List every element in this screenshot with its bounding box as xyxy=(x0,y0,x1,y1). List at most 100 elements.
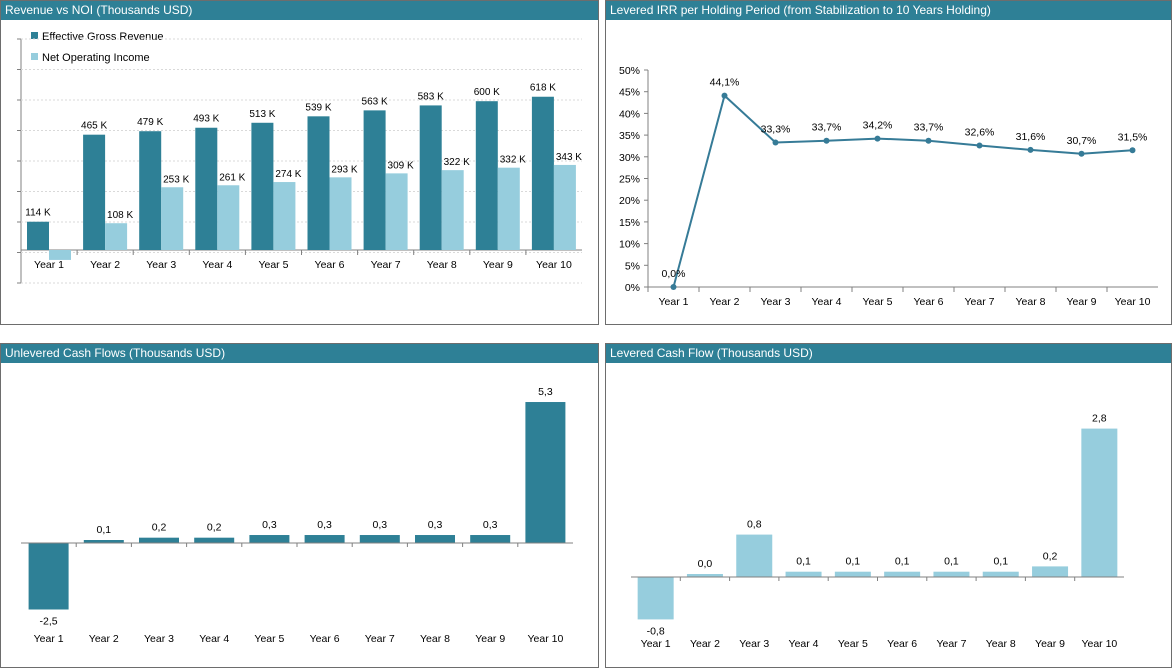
egr-bar xyxy=(251,122,274,250)
noi-data-label: 343 K xyxy=(556,152,582,163)
cash-flow-bar xyxy=(1032,566,1069,577)
irr-data-point xyxy=(1027,146,1034,153)
irr-data-label: 34,2% xyxy=(863,120,893,132)
egr-data-label: 618 K xyxy=(530,83,556,94)
cash-flow-data-label: 0,0 xyxy=(698,558,713,570)
levered-irr-panel: Levered IRR per Holding Period (from Sta… xyxy=(605,0,1172,325)
unlevered-cf-title: Unlevered Cash Flows (Thousands USD) xyxy=(1,344,598,363)
levered-cf-panel: Levered Cash Flow (Thousands USD) -0,8 Ye… xyxy=(605,343,1172,668)
y-tick-label: 0% xyxy=(625,282,640,294)
egr-bar xyxy=(475,101,498,250)
unlevered-cf-chart: -2,5 Year 1 0,1 Year 2 0,2 Year 3 0,2 Year 4 0,3… xyxy=(21,386,573,645)
cash-flow-data-label: 0,1 xyxy=(993,556,1008,568)
x-tick-label: Year 2 xyxy=(710,296,740,308)
cash-flow-bar xyxy=(83,540,124,543)
egr-data-label: 114 K xyxy=(25,208,51,219)
irr-data-label: 0,0% xyxy=(662,268,686,280)
cash-flow-data-label: 0,1 xyxy=(96,524,111,536)
cash-flow-data-label: 0,2 xyxy=(207,522,222,534)
x-tick-label: Year 3 xyxy=(739,638,769,650)
x-tick-label: Year 5 xyxy=(258,259,288,271)
egr-bar xyxy=(195,127,218,250)
cash-flow-bar xyxy=(359,535,400,543)
egr-bar xyxy=(27,221,49,250)
egr-data-label: 583 K xyxy=(418,91,444,102)
egr-bar xyxy=(307,116,330,250)
unlevered-cf-panel: Unlevered Cash Flows (Thousands USD) -2,… xyxy=(0,343,599,668)
noi-bar xyxy=(49,250,71,260)
egr-bar xyxy=(531,96,554,251)
cash-flow-bar xyxy=(686,574,723,577)
x-tick-label: Year 5 xyxy=(863,296,893,308)
noi-data-label: 322 K xyxy=(444,157,470,168)
irr-series-line xyxy=(672,93,1133,288)
cash-flow-bar xyxy=(982,571,1019,577)
cash-flow-bar xyxy=(834,571,871,577)
egr-data-label: 513 K xyxy=(249,109,275,120)
irr-data-label: 31,5% xyxy=(1118,131,1148,143)
cash-flow-data-label: -2,5 xyxy=(40,616,58,628)
levered-cf-title: Levered Cash Flow (Thousands USD) xyxy=(606,344,1171,363)
y-tick-label: 30% xyxy=(619,152,640,164)
x-tick-label: Year 6 xyxy=(310,633,340,645)
x-tick-label: Year 1 xyxy=(659,296,689,308)
x-tick-label: Year 9 xyxy=(1067,296,1097,308)
x-tick-label: Year 8 xyxy=(986,638,1016,650)
x-tick-label: Year 9 xyxy=(475,633,505,645)
noi-data-label: 309 K xyxy=(388,160,414,171)
cash-flow-bar xyxy=(637,577,674,620)
x-tick-label: Year 9 xyxy=(1035,638,1065,650)
egr-bar xyxy=(363,110,386,250)
irr-data-label: 31,6% xyxy=(1016,131,1046,143)
x-tick-label: Year 10 xyxy=(527,633,563,645)
irr-data-label: 33,3% xyxy=(761,123,791,135)
x-tick-label: Year 8 xyxy=(420,633,450,645)
noi-data-label: 274 K xyxy=(275,169,301,180)
cash-flow-data-label: 0,2 xyxy=(1043,550,1058,562)
x-tick-label: Year 3 xyxy=(144,633,174,645)
x-tick-label: Year 1 xyxy=(34,259,64,271)
cash-flow-bar xyxy=(249,535,290,543)
x-tick-label: Year 7 xyxy=(965,296,995,308)
irr-data-point xyxy=(976,142,983,149)
cash-flow-data-label: -0,8 xyxy=(647,625,665,637)
x-tick-label: Year 8 xyxy=(1016,296,1046,308)
y-tick-label: 10% xyxy=(619,239,640,251)
legend-swatch-egr xyxy=(31,32,38,39)
x-tick-label: Year 10 xyxy=(1081,638,1117,650)
noi-data-label: 253 K xyxy=(163,174,189,185)
noi-bar xyxy=(441,170,464,250)
cash-flow-data-label: 0,8 xyxy=(747,519,762,531)
y-tick-label: 5% xyxy=(625,260,640,272)
irr-data-point xyxy=(1129,147,1136,154)
noi-data-label: 293 K xyxy=(331,164,357,175)
irr-data-label: 30,7% xyxy=(1067,135,1097,147)
x-tick-label: Year 7 xyxy=(371,259,401,271)
noi-data-label: 332 K xyxy=(500,155,526,166)
revenue-vs-noi-panel: Revenue vs NOI (Thousands USD) Effective… xyxy=(0,0,599,325)
cash-flow-data-label: 0,1 xyxy=(895,556,910,568)
irr-data-point xyxy=(874,135,881,142)
x-tick-label: Year 2 xyxy=(89,633,119,645)
x-tick-label: Year 2 xyxy=(90,259,120,271)
cash-flow-data-label: 0,2 xyxy=(152,522,167,534)
legend-swatch-noi xyxy=(31,53,38,60)
x-tick-label: Year 4 xyxy=(202,259,232,271)
x-tick-label: Year 6 xyxy=(315,259,345,271)
y-tick-label: 40% xyxy=(619,108,640,120)
noi-bar xyxy=(329,177,352,250)
levered-irr-title: Levered IRR per Holding Period (from Sta… xyxy=(606,1,1171,20)
egr-data-label: 563 K xyxy=(362,96,388,107)
revenue-vs-noi-chart: 114 K Year 1 465 K 108 K Year 2 479 K 253 K Yea… xyxy=(17,38,582,284)
cash-flow-data-label: 0,3 xyxy=(372,519,387,531)
x-tick-label: Year 5 xyxy=(838,638,868,650)
cash-flow-bar xyxy=(736,534,773,577)
cash-flow-data-label: 0,3 xyxy=(428,519,443,531)
irr-data-point xyxy=(772,139,779,146)
x-tick-label: Year 2 xyxy=(690,638,720,650)
legend-item-noi: Net Operating Income xyxy=(31,52,150,64)
cash-flow-bar xyxy=(470,535,511,543)
y-tick-label: 20% xyxy=(619,195,640,207)
egr-bar xyxy=(139,131,162,250)
